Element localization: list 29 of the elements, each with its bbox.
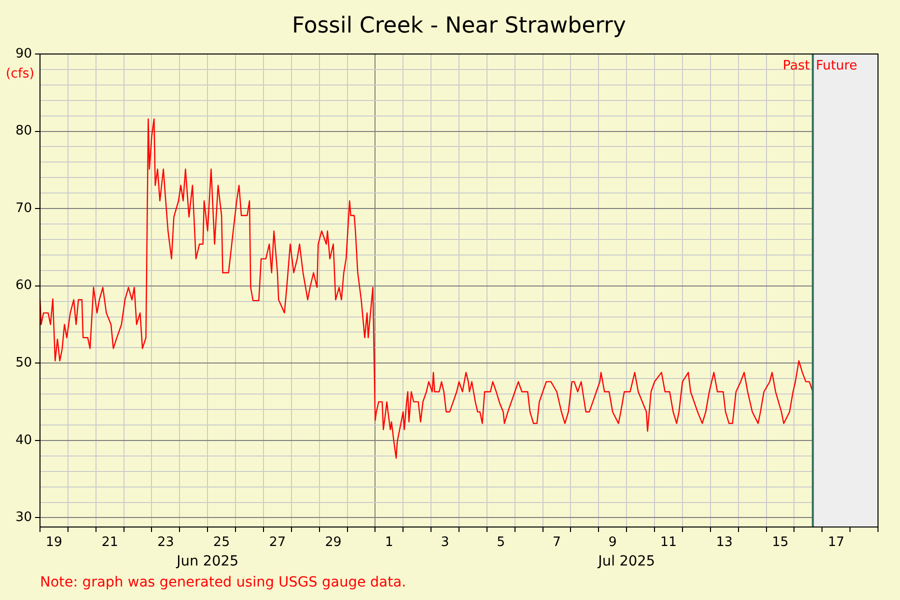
y-tick-label: 40 <box>15 432 32 448</box>
x-tick-label: 1 <box>385 535 394 550</box>
x-tick-label: 3 <box>440 535 450 550</box>
text: Note: graph was generated using USGS gauge data. <box>40 574 406 591</box>
x-tick-label: 25 <box>213 535 230 550</box>
y-tick-label: 90 <box>15 46 32 62</box>
y-tick-label: 60 <box>15 278 32 294</box>
y-tick-label: 70 <box>15 200 32 216</box>
text: Jun 2025 <box>176 554 239 570</box>
x-tick-label: 17 <box>828 535 844 550</box>
x-tick-label: 13 <box>716 535 733 550</box>
x-tick-label: 9 <box>608 535 617 550</box>
x-tick-label: 5 <box>496 535 506 550</box>
x-tick-label: 19 <box>46 535 62 550</box>
y-tick-label: 30 <box>15 510 32 526</box>
x-tick-label: 21 <box>102 535 118 550</box>
y-axis-title: (cfs) <box>6 66 34 82</box>
y-tick-label: 80 <box>15 124 32 139</box>
x-tick-label: 29 <box>325 535 342 550</box>
x-tick-label: 11 <box>660 535 677 550</box>
text: Jul 2025 <box>597 554 656 570</box>
band-label: Future <box>816 58 858 74</box>
x-tick-label: 15 <box>772 535 789 550</box>
x-tick-label: 23 <box>157 535 174 550</box>
x-tick-label: 7 <box>552 535 561 550</box>
ref-line-label: Past <box>782 58 810 74</box>
x-tick-label: 27 <box>269 535 286 550</box>
chart-title: Fossil Creek - Near Strawberry <box>292 14 626 39</box>
y-tick-label: 50 <box>15 356 32 371</box>
